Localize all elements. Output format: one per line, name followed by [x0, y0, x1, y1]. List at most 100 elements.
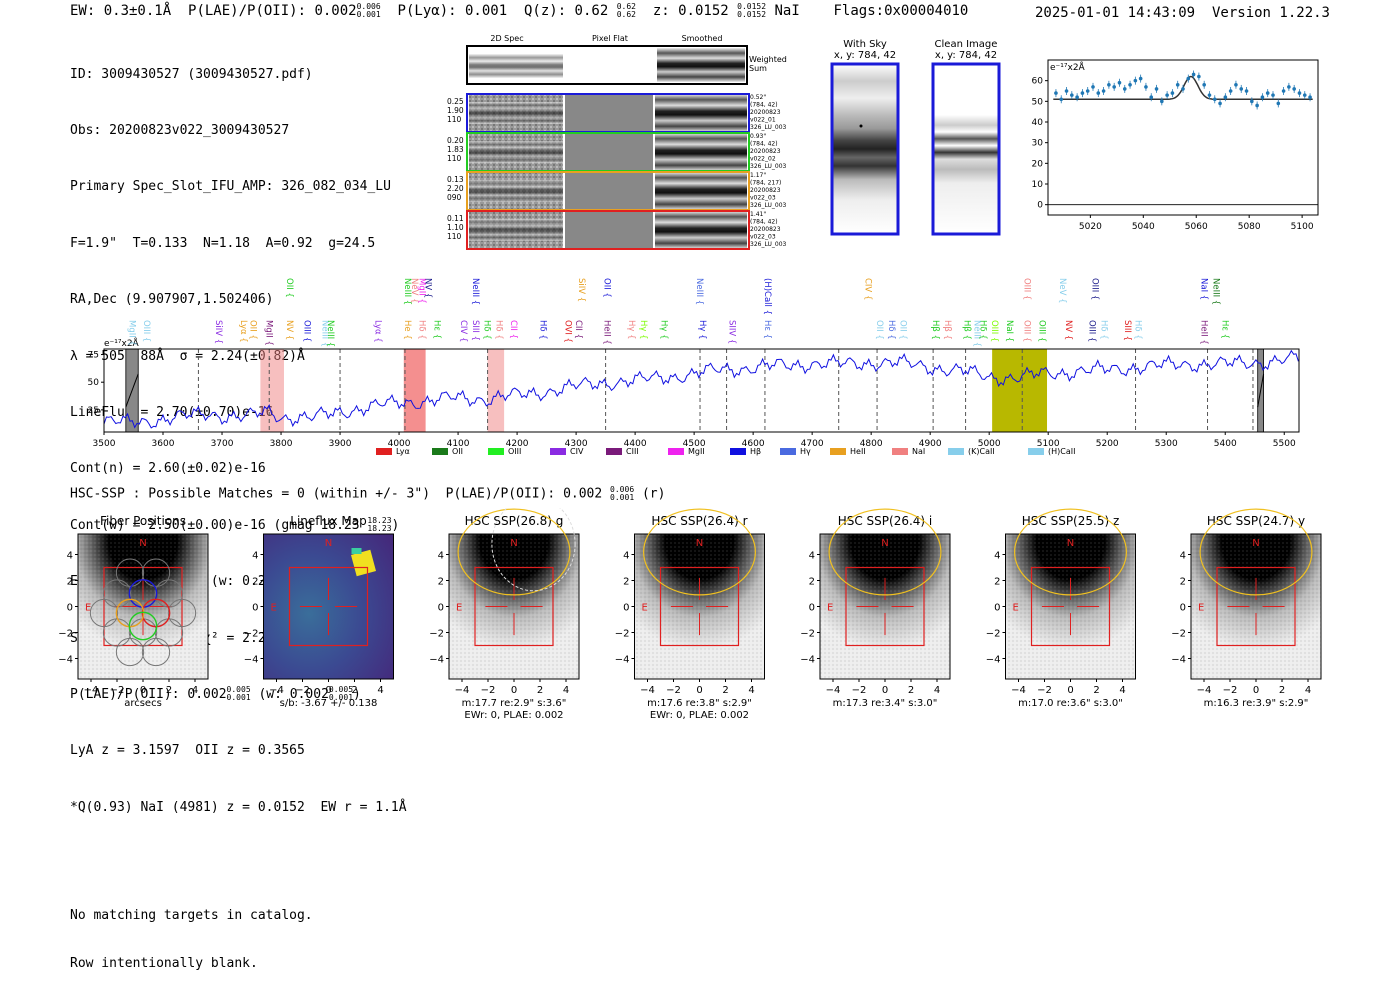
emission-label: Hγ {: [697, 320, 707, 340]
emission-label: Hδ {: [886, 320, 896, 340]
spectrum-ytick-label: 75: [88, 351, 99, 361]
hsc-ytick-label: −2: [615, 629, 630, 640]
spec-row-param: 0.20: [447, 136, 464, 145]
hsc-panel-caption: EWr: 0, PLAE: 0.002: [464, 710, 563, 721]
hsc-xtick-label: 0: [882, 685, 888, 696]
pixel-flat-image: [565, 133, 653, 171]
fit-data-point: [1054, 91, 1058, 95]
fit-data-point: [1170, 91, 1175, 95]
smoothed-image: [655, 133, 747, 171]
fit-data-point: [1059, 97, 1064, 102]
hsc-panel-caption: m:17.0 re:3.6" s:3.0": [1018, 698, 1123, 709]
north-marker: N: [510, 538, 517, 549]
legend-swatch: [432, 448, 448, 455]
hsc-aperture-box: [845, 566, 925, 647]
legend-label: (H)CaII: [1048, 447, 1075, 456]
east-marker: E: [85, 603, 91, 614]
with-sky-title: With Sky: [843, 39, 887, 50]
hsc-panel-title: HSC SSP(26.8) g: [465, 514, 564, 528]
emission-label: Hδ {: [493, 320, 503, 340]
fit-data-point: [1250, 99, 1254, 104]
hsc-image-noise: [634, 534, 765, 679]
col-label-smoothed: Smoothed: [682, 34, 723, 43]
spectrum-xtick-label: 5400: [1214, 439, 1237, 449]
legend-label: Lyα: [396, 447, 410, 456]
north-marker: N: [1067, 538, 1074, 549]
legend-swatch: [606, 448, 622, 455]
emission-label: SiIV {: [213, 320, 223, 344]
fit-data-point: [1070, 93, 1074, 97]
hsc-ytick-label: −4: [429, 655, 444, 666]
hsc-xtick-label: −4: [84, 685, 99, 696]
footer-line1: No matching targets in catalog.: [70, 908, 313, 923]
spec-row-meta: (784, 42): [750, 219, 778, 226]
fiber-circle: [141, 558, 171, 587]
fit-axes-frame: [1047, 59, 1319, 216]
hsc-ytick-label: 0: [623, 603, 629, 614]
footer-line2: Row intentionally blank.: [70, 956, 258, 971]
fit-data-point: [1265, 91, 1270, 95]
spectrum-xtick-label: 4300: [565, 439, 588, 449]
emission-label: Hγ {: [626, 320, 636, 340]
fit-data-point: [1297, 91, 1302, 95]
spectrum-ytick-label: 50: [88, 378, 100, 388]
emission-label: NeV {: [409, 278, 419, 304]
spec-row-meta: 326_LU_003: [750, 241, 787, 248]
emission-label: NV {: [423, 278, 433, 298]
source-ellipse: [642, 508, 756, 596]
info-primary: Primary Spec_Slot_IFU_AMP: 326_082_034_L…: [70, 179, 391, 195]
hsc-ytick-label: −4: [244, 655, 259, 666]
legend-label: Hβ: [750, 447, 761, 456]
spec-row-meta: 326_LU_003: [750, 163, 787, 170]
fit-data-point: [1197, 74, 1201, 79]
info-fparams: F=1.9" T=0.133 N=1.18 A=0.92 g=24.5: [70, 235, 376, 251]
hsc-ytick-label: −2: [800, 629, 815, 640]
fit-ytick-label: 30: [1032, 139, 1044, 149]
fit-ytick-label: 10: [1032, 180, 1044, 190]
fit-ytick-label: 20: [1032, 159, 1044, 169]
legend-label: CIV: [570, 447, 584, 456]
east-marker: E: [1198, 603, 1204, 614]
spec-row-meta: v022_01: [750, 117, 776, 124]
hsc-panel-title: HSC SSP(26.4) i: [838, 514, 933, 528]
hsc-panel: Fiber Positions N E 4 2 0 −2 −4 −4 −2 0 2 4 arcsecs: [58, 514, 209, 709]
info-lyaz: LyA z = 3.1597 OII z = 0.3565: [70, 743, 305, 759]
hsc-panel-caption: m:16.3 re:3.9" s:2.9": [1204, 698, 1309, 709]
legend-swatch: [830, 448, 846, 455]
emission-label: Hδ {: [1098, 320, 1108, 340]
hsc-ytick-label: 0: [252, 603, 258, 614]
hsc-xtick-label: −2: [1223, 685, 1238, 696]
emission-label: NeIII {: [971, 320, 981, 347]
hsc-xtick-label: 0: [511, 685, 517, 696]
hsc-ytick-label: 0: [1180, 603, 1186, 614]
emission-label: He {: [402, 320, 412, 340]
hsc-ytick-label: 2: [252, 577, 258, 588]
spec-row-param: 0.11: [447, 214, 464, 223]
hsc-aperture-box: [474, 566, 554, 647]
hsc-ytick-label: −4: [986, 655, 1001, 666]
hsc-xtick-label: 4: [748, 685, 754, 696]
info-qline: *Q(0.93) NaI (4981) z = 0.0152 EW r = 1.…: [70, 799, 407, 815]
hsc-ytick-label: 2: [438, 577, 444, 588]
hsc-panel-title: Lineflux Map: [290, 514, 366, 528]
emission-label: Hδ {: [538, 320, 548, 340]
spectrum-xtick-label: 3900: [329, 439, 352, 449]
with-sky-image: [830, 62, 900, 236]
spec-row-meta: 0.93": [750, 133, 766, 140]
fiber-circle: [141, 637, 171, 667]
emission-label: CII {: [508, 320, 518, 339]
source-ellipse: [457, 508, 571, 596]
legend-swatch: [730, 448, 746, 455]
east-marker: E: [642, 603, 648, 614]
legend-swatch: [1028, 448, 1044, 455]
hsc-xtick-label: −2: [1037, 685, 1052, 696]
fit-data-point: [1202, 83, 1206, 87]
weighted-sum-label: Weighted: [749, 55, 787, 64]
spectrum-xtick-label: 5100: [1037, 439, 1060, 449]
hsc-xtick-label: 2: [537, 685, 543, 696]
legend-swatch: [550, 448, 566, 455]
spectrum-xtick-label: 5300: [1155, 439, 1178, 449]
hsc-aperture-box: [288, 566, 369, 647]
